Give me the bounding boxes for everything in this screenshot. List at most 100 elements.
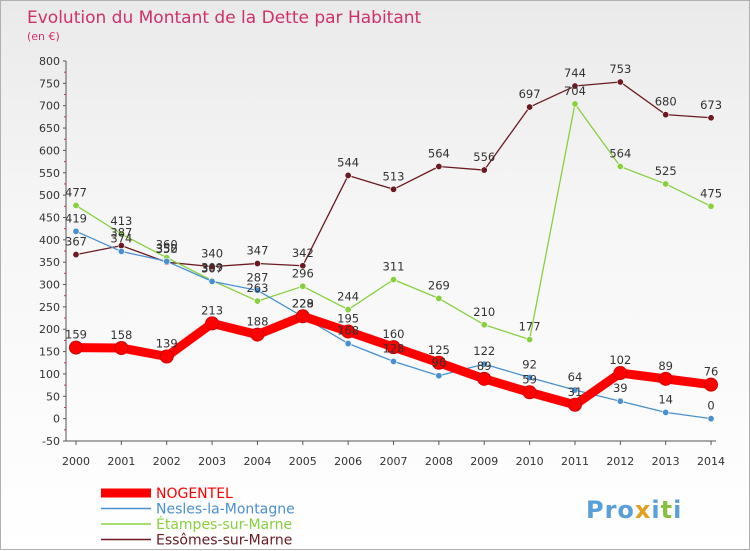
y-tick-label: 600 <box>39 144 60 157</box>
data-point <box>616 397 624 405</box>
data-point <box>526 374 534 382</box>
data-label: 753 <box>609 62 631 76</box>
x-tick-label: 2008 <box>425 455 453 468</box>
legend-label: NOGENTEL <box>156 486 233 502</box>
data-point <box>571 100 579 108</box>
data-point <box>390 185 398 193</box>
x-tick-label: 2000 <box>62 455 90 468</box>
data-label: 680 <box>655 95 677 109</box>
data-point <box>480 166 488 174</box>
data-point <box>431 355 446 370</box>
x-tick-label: 2009 <box>470 455 498 468</box>
data-label: 0 <box>707 399 714 413</box>
data-label: 307 <box>201 261 223 275</box>
data-label: 287 <box>246 270 268 284</box>
data-label: 213 <box>201 303 223 317</box>
data-point <box>707 202 715 210</box>
data-point <box>435 163 443 171</box>
data-label: 195 <box>337 311 359 325</box>
data-label: 160 <box>383 327 405 341</box>
data-label: 387 <box>110 226 132 240</box>
data-point <box>571 386 579 394</box>
data-label: 244 <box>337 290 359 304</box>
data-label: 296 <box>292 266 314 280</box>
x-tick-label: 2002 <box>153 455 181 468</box>
data-point <box>344 171 352 179</box>
data-point <box>616 163 624 171</box>
data-label: 14 <box>658 392 673 406</box>
x-tick-label: 2007 <box>380 455 408 468</box>
series-line <box>75 103 712 341</box>
y-tick-label: 650 <box>39 122 60 135</box>
data-label: 89 <box>477 359 492 373</box>
x-tick-label: 2003 <box>198 455 226 468</box>
x-tick-label: 2012 <box>606 455 634 468</box>
data-point <box>69 340 83 355</box>
y-tick-label: 700 <box>39 100 60 113</box>
y-tick-label: 300 <box>39 279 60 292</box>
data-label: 704 <box>564 84 586 98</box>
data-label: 102 <box>609 353 631 367</box>
data-label: 342 <box>292 246 314 260</box>
data-point <box>159 349 174 364</box>
data-point <box>295 309 310 324</box>
legend-label: Étampes-sur-Marne <box>156 516 292 533</box>
data-point <box>253 297 261 305</box>
data-label: 128 <box>383 341 405 355</box>
data-point <box>567 397 582 412</box>
data-point <box>72 227 80 235</box>
y-tick-label: 50 <box>46 390 60 403</box>
data-point <box>707 415 715 423</box>
data-label: 76 <box>704 365 719 379</box>
y-tick-label: 500 <box>39 189 60 202</box>
data-label: 210 <box>473 305 495 319</box>
chart-title: Evolution du Montant de la Dette par Hab… <box>27 8 422 28</box>
data-point <box>613 366 628 381</box>
data-point <box>208 263 216 271</box>
data-point <box>435 294 443 302</box>
data-point <box>117 247 125 255</box>
data-label: 177 <box>519 320 541 334</box>
x-tick-label: 2011 <box>561 455 589 468</box>
data-label: 697 <box>519 87 541 101</box>
data-point <box>390 276 398 284</box>
x-tick-label: 2010 <box>516 455 544 468</box>
data-label: 139 <box>156 337 178 351</box>
data-label: 39 <box>613 381 628 395</box>
data-point <box>341 324 356 339</box>
data-label: 229 <box>292 296 314 310</box>
data-point <box>72 201 80 209</box>
data-point <box>435 372 443 380</box>
data-label: 544 <box>337 155 359 169</box>
data-point <box>662 111 670 119</box>
y-tick-label: 550 <box>39 167 60 180</box>
data-label: 125 <box>428 343 450 357</box>
proxiti-logo: Proxiti <box>586 496 681 524</box>
data-label: 350 <box>156 242 178 256</box>
data-point <box>522 385 537 400</box>
data-point <box>477 371 492 386</box>
data-label: 89 <box>658 359 673 373</box>
x-tick-label: 2013 <box>652 455 680 468</box>
data-point <box>344 306 352 314</box>
data-label: 413 <box>110 214 132 228</box>
y-tick-label: 200 <box>39 323 60 336</box>
data-point <box>616 78 624 86</box>
data-label: 374 <box>110 231 132 245</box>
data-point <box>662 180 670 188</box>
data-point <box>662 408 670 416</box>
data-label: 477 <box>65 185 87 199</box>
data-label: 360 <box>156 238 178 252</box>
data-point <box>386 340 401 355</box>
data-point <box>205 316 220 331</box>
data-point <box>253 286 261 294</box>
data-point <box>163 257 171 265</box>
data-label: 59 <box>522 372 537 386</box>
data-point <box>344 340 352 348</box>
x-tick-label: 2005 <box>289 455 317 468</box>
axes: -50 0 50 100 150 200 250 300 350 400 450 500 550 600 6… <box>39 55 725 468</box>
data-label: 188 <box>246 315 268 329</box>
y-tick-label: 750 <box>39 77 60 90</box>
